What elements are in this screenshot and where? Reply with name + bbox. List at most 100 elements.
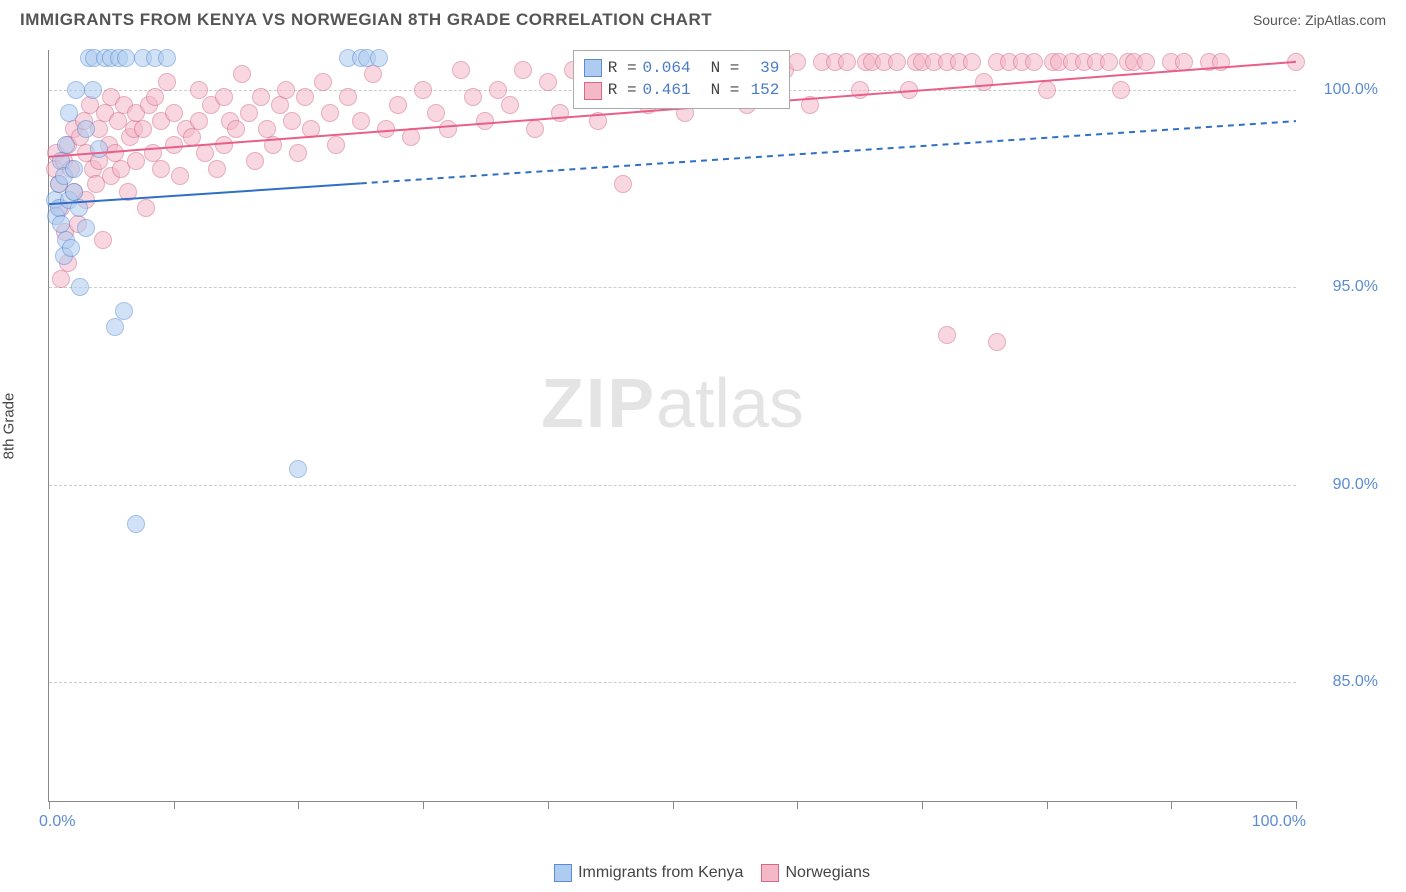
x-tick [423, 801, 424, 809]
norwegians-point [539, 73, 557, 91]
norwegians-point [402, 128, 420, 146]
x-tick [298, 801, 299, 809]
norwegians-point [94, 231, 112, 249]
norwegians-point [489, 81, 507, 99]
norwegians-point [377, 120, 395, 138]
norwegians-point [158, 73, 176, 91]
y-tick-label: 95.0% [1308, 278, 1378, 296]
norwegians-point [339, 88, 357, 106]
norwegians-point [119, 183, 137, 201]
kenya-point [60, 104, 78, 122]
norwegians-point [171, 167, 189, 185]
norwegians-point [1137, 53, 1155, 71]
norwegians-point [1287, 53, 1305, 71]
norwegians-point [1025, 53, 1043, 71]
norwegians-point [183, 128, 201, 146]
grid-line [49, 682, 1296, 683]
kenya-point [77, 120, 95, 138]
norwegians-point [838, 53, 856, 71]
kenya-point [90, 140, 108, 158]
norwegians-point [988, 333, 1006, 351]
y-tick-label: 85.0% [1308, 673, 1378, 691]
y-tick-label: 100.0% [1308, 81, 1378, 99]
norwegians-point [900, 81, 918, 99]
x-tick [1296, 801, 1297, 809]
x-axis-min-label: 0.0% [39, 813, 75, 831]
norwegians-point [975, 73, 993, 91]
norwegians-point [252, 88, 270, 106]
norwegians-point [134, 120, 152, 138]
norwegians-point [589, 112, 607, 130]
x-tick [797, 801, 798, 809]
norwegians-point [1100, 53, 1118, 71]
norwegians-point [427, 104, 445, 122]
x-tick [174, 801, 175, 809]
regression-lines [49, 50, 1296, 801]
norwegians-point [246, 152, 264, 170]
kenya-point [84, 81, 102, 99]
legend-swatch-norwegians [761, 864, 779, 882]
kenya-point [70, 199, 88, 217]
norwegians-point [327, 136, 345, 154]
norwegians-point [464, 88, 482, 106]
norwegians-point [439, 120, 457, 138]
norwegians-point [271, 96, 289, 114]
norwegians-point [215, 136, 233, 154]
norwegians-point [551, 104, 569, 122]
norwegians-point [314, 73, 332, 91]
norwegians-point [614, 175, 632, 193]
norwegians-point [476, 112, 494, 130]
norwegians-point [501, 96, 519, 114]
x-tick [1171, 801, 1172, 809]
norwegians-point [526, 120, 544, 138]
norwegians-point [452, 61, 470, 79]
norwegians-point [165, 136, 183, 154]
norwegians-point [1038, 81, 1056, 99]
norwegians-point [277, 81, 295, 99]
norwegians-point [137, 199, 155, 217]
legend-row-kenya: R = 0.064N = 39 [584, 57, 780, 79]
y-tick-label: 90.0% [1308, 476, 1378, 494]
norwegians-point [302, 120, 320, 138]
norwegians-point [289, 144, 307, 162]
norwegians-point [215, 88, 233, 106]
legend-label-kenya: Immigrants from Kenya [578, 864, 743, 881]
norwegians-point [888, 53, 906, 71]
norwegians-point [851, 81, 869, 99]
legend-swatch-kenya [554, 864, 572, 882]
norwegians-point [240, 104, 258, 122]
kenya-point [106, 318, 124, 336]
legend-label-norwegians: Norwegians [785, 864, 869, 881]
norwegians-point [52, 270, 70, 288]
norwegians-point [227, 120, 245, 138]
norwegians-point [1212, 53, 1230, 71]
norwegians-point [801, 96, 819, 114]
kenya-point [127, 515, 145, 533]
series-legend: Immigrants from Kenya Norwegians [0, 864, 1406, 882]
norwegians-point [514, 61, 532, 79]
legend-row-norwegians: R = 0.461N = 152 [584, 79, 780, 101]
kenya-point [62, 239, 80, 257]
norwegians-point [208, 160, 226, 178]
x-tick [673, 801, 674, 809]
kenya-point [370, 49, 388, 67]
norwegians-point [788, 53, 806, 71]
x-axis-max-label: 100.0% [1252, 813, 1306, 831]
plot-area: 8th Grade ZIPatlas R = 0.064N = 39R = 0.… [48, 50, 1296, 802]
norwegians-point [296, 88, 314, 106]
norwegians-point [190, 81, 208, 99]
norwegians-point [938, 326, 956, 344]
kenya-point [71, 278, 89, 296]
norwegians-point [152, 160, 170, 178]
norwegians-point [264, 136, 282, 154]
kenya-point [77, 219, 95, 237]
norwegians-point [1112, 81, 1130, 99]
norwegians-point [963, 53, 981, 71]
kenya-point [158, 49, 176, 67]
x-tick [49, 801, 50, 809]
watermark: ZIPatlas [541, 363, 804, 443]
kenya-point [57, 136, 75, 154]
grid-line [49, 287, 1296, 288]
kenya-point [65, 160, 83, 178]
norwegians-point [389, 96, 407, 114]
